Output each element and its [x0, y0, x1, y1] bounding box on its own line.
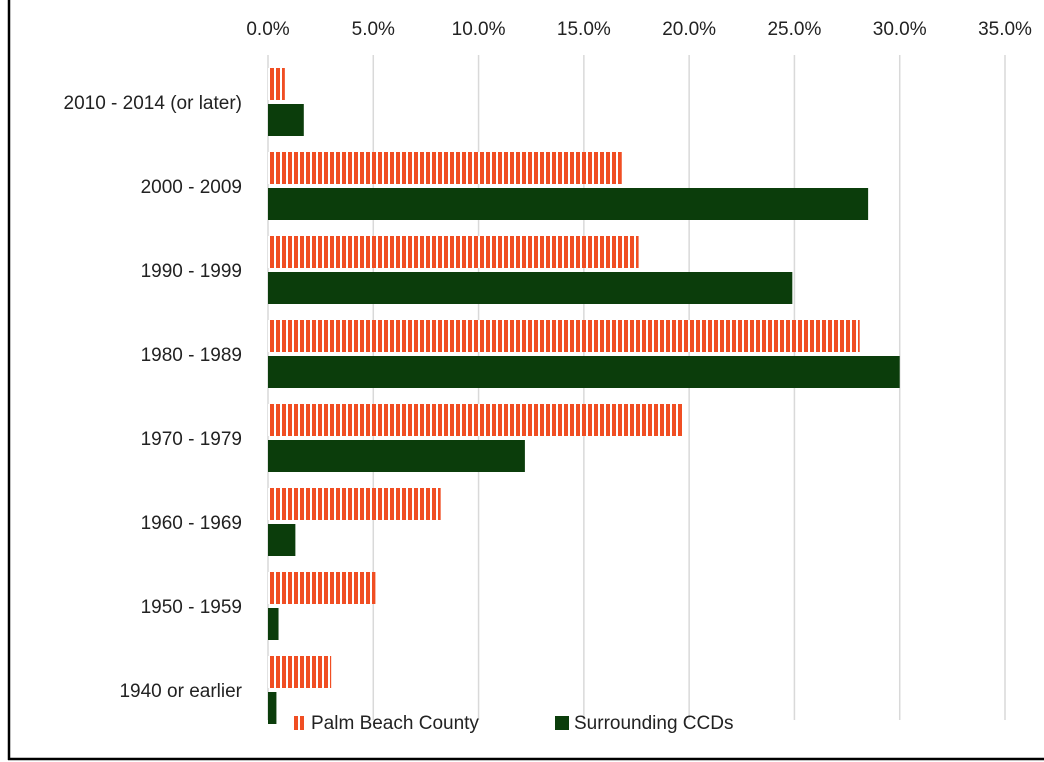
y-tick-label: 2010 - 2014 (or later): [64, 93, 243, 114]
bar: [268, 356, 900, 388]
y-tick-label: 2000 - 2009: [141, 177, 242, 198]
bar: [268, 524, 296, 556]
y-tick-label: 1960 - 1969: [141, 513, 242, 534]
bar: [268, 572, 376, 604]
x-tick-label: 0.0%: [246, 19, 289, 40]
legend-swatch: [292, 716, 306, 730]
y-tick-label: 1950 - 1959: [141, 597, 242, 618]
legend-label: Surrounding CCDs: [574, 713, 733, 734]
y-tick-label: 1940 or earlier: [119, 681, 242, 702]
legend-swatch: [555, 716, 569, 730]
bar: [268, 608, 279, 640]
x-tick-label: 10.0%: [452, 19, 506, 40]
bar: [268, 692, 277, 724]
x-tick-label: 25.0%: [767, 19, 821, 40]
bar: [268, 152, 622, 184]
x-tick-label: 30.0%: [873, 19, 927, 40]
bar: [268, 68, 285, 100]
x-tick-label: 15.0%: [557, 19, 611, 40]
x-tick-label: 20.0%: [662, 19, 716, 40]
y-tick-label: 1990 - 1999: [141, 261, 242, 282]
bar: [268, 656, 332, 688]
bar: [268, 104, 304, 136]
bar: [268, 320, 860, 352]
legend-label: Palm Beach County: [311, 713, 479, 734]
y-tick-label: 1970 - 1979: [141, 429, 242, 450]
bar: [268, 188, 869, 220]
bar: [268, 272, 793, 304]
bar: [268, 236, 639, 268]
bar: [268, 440, 525, 472]
bar: [268, 404, 683, 436]
y-tick-label: 1980 - 1989: [141, 345, 242, 366]
bar: [268, 488, 441, 520]
x-tick-label: 35.0%: [978, 19, 1032, 40]
x-tick-label: 5.0%: [352, 19, 395, 40]
